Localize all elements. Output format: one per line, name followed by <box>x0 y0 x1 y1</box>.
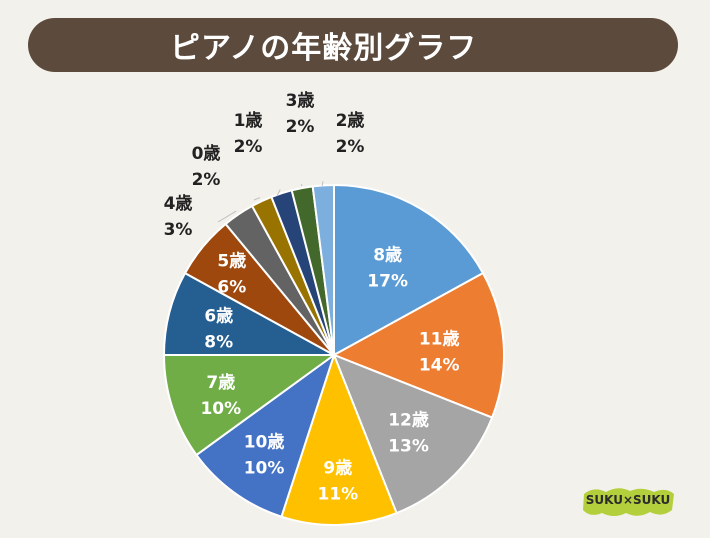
slice-percent-label: 10% <box>244 458 285 478</box>
slice-category-label: 11歳 <box>419 328 460 349</box>
slice-category-label: 4歳 <box>164 193 193 214</box>
slice-percent-label: 2% <box>286 117 315 137</box>
slice-category-label: 0歳 <box>192 143 221 164</box>
leader-line <box>321 181 324 187</box>
slice-category-label: 7歳 <box>206 372 235 393</box>
brand-logo: SUKU×SUKU <box>580 484 676 520</box>
slice-percent-label: 8% <box>204 332 233 352</box>
slice-category-label: 12歳 <box>388 410 429 431</box>
logo-background <box>583 488 674 516</box>
leader-line <box>300 183 303 187</box>
slice-percent-label: 2% <box>336 137 365 157</box>
leader-line <box>276 189 281 197</box>
slice-percent-label: 13% <box>388 437 429 457</box>
leader-line <box>217 210 237 223</box>
pie-slice <box>331 271 505 419</box>
leader-line <box>253 197 261 201</box>
slice-percent-label: 2% <box>192 170 221 190</box>
pie-slice <box>162 354 338 457</box>
slice-percent-label: 17% <box>367 271 408 291</box>
slice-percent-label: 2% <box>234 137 263 157</box>
pie-slice <box>332 353 494 515</box>
pie-slice <box>311 183 335 356</box>
pie-slice <box>280 352 398 526</box>
slice-category-label: 10歳 <box>244 431 285 452</box>
logo-text: SUKU×SUKU <box>585 493 671 507</box>
chart-title: ピアノの年齢別グラフ <box>170 31 478 66</box>
slice-percent-label: 3% <box>164 220 193 240</box>
pie-slice <box>195 352 336 518</box>
slice-category-label: 1歳 <box>234 110 263 131</box>
title-banner: ピアノの年齢別グラフ <box>28 18 678 72</box>
slice-category-label: 5歳 <box>217 250 246 271</box>
slice-category-label: 2歳 <box>336 110 365 131</box>
slice-percent-label: 6% <box>217 277 246 297</box>
slice-category-label: 6歳 <box>204 305 233 326</box>
slice-category-label: 9歳 <box>323 457 352 478</box>
slice-percent-label: 14% <box>419 355 460 375</box>
slice-category-label: 3歳 <box>286 90 315 111</box>
slice-percent-label: 10% <box>200 399 241 419</box>
slice-percent-label: 11% <box>317 484 358 504</box>
slice-category-label: 8歳 <box>373 244 402 265</box>
pie-slice <box>333 183 485 357</box>
